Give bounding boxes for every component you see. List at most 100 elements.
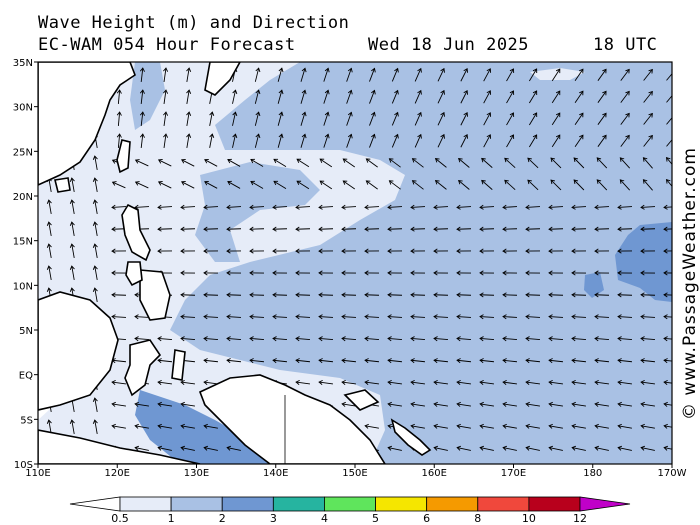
wave-arrow bbox=[277, 67, 284, 82]
wave-arrow bbox=[640, 226, 656, 232]
wave-arrow bbox=[387, 204, 403, 210]
wave-arrow bbox=[364, 336, 380, 342]
wave-arrow bbox=[186, 67, 192, 82]
wave-arrow bbox=[92, 155, 98, 170]
wave-arrow bbox=[481, 157, 493, 168]
wave-arrow bbox=[272, 226, 288, 232]
wave-arrow bbox=[525, 270, 541, 276]
wave-arrow bbox=[617, 204, 633, 210]
wave-arrow bbox=[594, 226, 610, 232]
wave-arrow bbox=[504, 179, 516, 191]
wave-arrow bbox=[69, 419, 75, 434]
wave-arrow bbox=[250, 158, 264, 167]
wave-arrow bbox=[139, 133, 145, 149]
wave-arrow bbox=[502, 336, 518, 342]
wave-arrow bbox=[300, 111, 307, 126]
wave-arrow bbox=[318, 314, 334, 320]
wave-arrow bbox=[134, 204, 150, 210]
lat-tick-label: 10N bbox=[13, 281, 33, 292]
wave-arrow bbox=[525, 248, 541, 254]
wave-arrow bbox=[571, 292, 587, 298]
land-java-sumatra bbox=[38, 429, 201, 464]
color-legend: 0.5 1 2 3 4 5 6 8 10 12 bbox=[69, 496, 631, 525]
wave-arrow bbox=[479, 226, 495, 232]
wave-arrow bbox=[323, 111, 330, 126]
wave-arrow bbox=[571, 336, 587, 342]
wave-arrow bbox=[594, 358, 610, 364]
wave-arrow bbox=[157, 181, 172, 189]
wave-arrow bbox=[180, 423, 195, 429]
wave-arrow bbox=[410, 358, 426, 364]
wave-arrow bbox=[458, 179, 470, 190]
wave-arrow bbox=[46, 199, 52, 214]
wave-arrow bbox=[663, 248, 672, 254]
wave-arrow bbox=[502, 204, 518, 210]
lon-tick-label: 120E bbox=[105, 468, 130, 479]
wave-arrow bbox=[387, 336, 403, 342]
wave-arrow bbox=[460, 134, 468, 148]
wave-arrow bbox=[502, 270, 518, 276]
wave-arrow bbox=[594, 445, 609, 451]
wave-arrow bbox=[483, 90, 492, 104]
wave-arrow bbox=[323, 89, 330, 104]
wave-arrow bbox=[663, 358, 672, 364]
lat-tick-label: 5N bbox=[19, 326, 33, 337]
wave-arrow bbox=[364, 204, 380, 210]
wave-arrow bbox=[548, 423, 563, 429]
wave-arrow bbox=[186, 89, 192, 104]
wave-arrow bbox=[663, 314, 672, 320]
wave-arrow bbox=[272, 314, 288, 320]
wave-arrow bbox=[272, 248, 288, 254]
wave-arrow bbox=[548, 379, 563, 386]
wave-arrow bbox=[69, 265, 75, 280]
wave-arrow bbox=[134, 445, 149, 451]
wave-arrow bbox=[479, 336, 495, 342]
land-new-guinea bbox=[198, 374, 386, 464]
wave-arrow bbox=[365, 158, 378, 168]
wave-arrow bbox=[620, 112, 630, 125]
wave-arrow bbox=[157, 358, 173, 364]
wave-arrow bbox=[209, 133, 215, 148]
wave-arrow bbox=[410, 270, 426, 276]
wave-arrow bbox=[574, 112, 584, 126]
wave-arrow bbox=[249, 226, 265, 232]
wave-band-2-3m-east bbox=[615, 222, 672, 302]
wave-arrow bbox=[414, 111, 422, 126]
wave-arrow bbox=[387, 379, 402, 386]
wave-arrow bbox=[369, 111, 376, 126]
wave-arrow bbox=[254, 89, 261, 104]
wave-arrow bbox=[643, 90, 653, 103]
wave-arrow bbox=[433, 423, 448, 429]
wave-arrow bbox=[249, 248, 265, 254]
wave-arrow bbox=[272, 292, 288, 298]
wave-arrow bbox=[596, 179, 608, 191]
wave-arrow bbox=[139, 111, 145, 127]
wave-arrow bbox=[180, 445, 195, 451]
legend-swatch bbox=[375, 496, 428, 512]
wave-arrow bbox=[203, 336, 219, 342]
wave-arrow bbox=[318, 379, 333, 386]
wave-arrow bbox=[300, 89, 307, 104]
wave-arrow bbox=[319, 180, 333, 190]
wave-arrow bbox=[157, 379, 172, 386]
wave-arrow bbox=[663, 379, 672, 386]
land-asia-mainland bbox=[38, 62, 136, 186]
wave-arrow bbox=[460, 68, 468, 82]
wave-arrow bbox=[506, 68, 515, 82]
wave-arrow bbox=[437, 133, 445, 148]
wave-arrow bbox=[548, 270, 564, 276]
wave-arrow bbox=[180, 336, 196, 342]
wave-arrow bbox=[548, 292, 564, 298]
lon-tick-label: 170E bbox=[501, 468, 526, 479]
wave-arrow bbox=[111, 181, 126, 189]
wave-arrow bbox=[203, 358, 219, 364]
wave-arrow bbox=[410, 204, 426, 210]
wave-arrow bbox=[186, 133, 192, 148]
wave-arrow bbox=[226, 336, 242, 342]
wave-arrow bbox=[369, 67, 376, 82]
wave-arrow bbox=[157, 204, 173, 210]
wave-arrow bbox=[157, 445, 172, 451]
wave-arrow bbox=[643, 68, 653, 81]
wave-arrow bbox=[296, 158, 310, 168]
